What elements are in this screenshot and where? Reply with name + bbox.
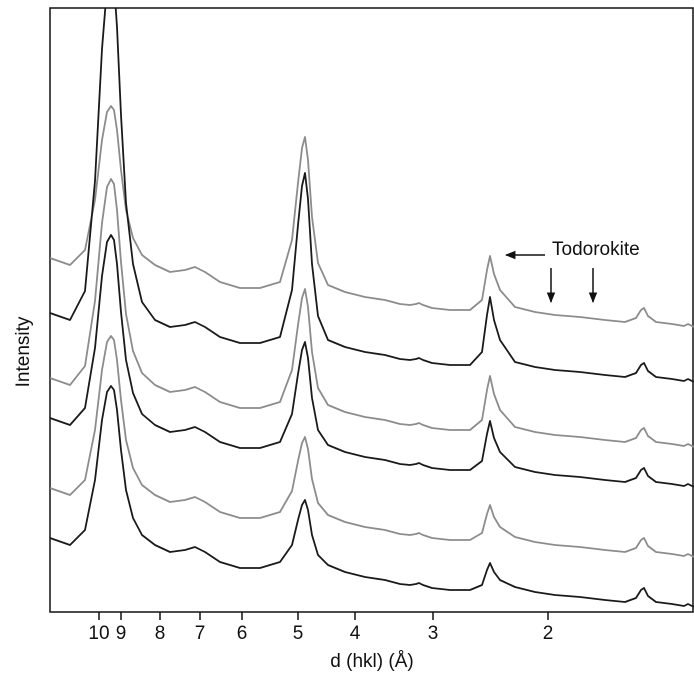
trace-line: [50, 385, 694, 608]
x-tick-label: 3: [428, 623, 439, 644]
trace-line: [50, 335, 694, 558]
x-tick-label: 7: [195, 623, 206, 644]
y-axis-label: Intensity: [13, 316, 34, 387]
x-tick-label: 2: [543, 623, 554, 644]
x-tick-label: 8: [155, 623, 166, 644]
trace-line: [50, 8, 694, 383]
x-tick-label: 5: [293, 623, 304, 644]
trace-line: [50, 178, 694, 448]
x-tick-label: 9: [116, 623, 127, 644]
traces: [50, 8, 694, 608]
trace-line: [50, 105, 694, 328]
x-tick-label: 6: [237, 623, 248, 644]
x-tick-label: 10: [88, 623, 109, 644]
x-tick-label: 4: [350, 623, 361, 644]
annotation: Todorokite: [552, 239, 640, 260]
trace-line: [50, 234, 694, 488]
plot-frame: [49, 7, 694, 613]
x-axis-label: d (hkl) (Å): [330, 651, 413, 672]
